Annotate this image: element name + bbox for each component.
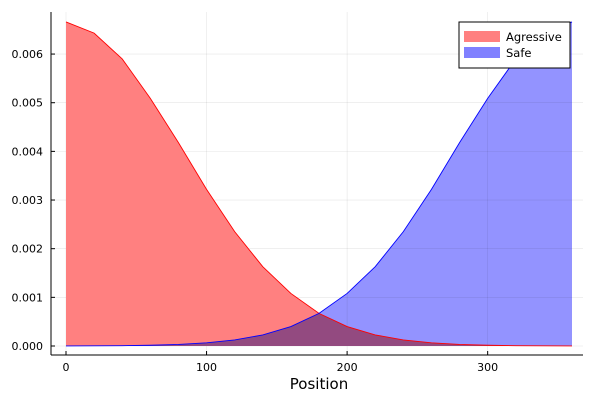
legend-swatch-agressive (464, 31, 500, 42)
x-tick-label: 100 (196, 361, 217, 374)
tick-labels: 0 100 200 300 0.000 0.001 0.002 0.003 0.004 0.005… (12, 48, 499, 374)
x-tick-label: 200 (337, 361, 358, 374)
legend-box (458, 21, 571, 69)
y-tick-label: 0.004 (12, 145, 44, 158)
x-axis-title: Position (290, 375, 348, 393)
axes (50, 12, 583, 356)
series-fills (66, 21, 572, 346)
y-tick-label: 0.002 (12, 243, 44, 256)
series-lines (65, 21, 573, 347)
y-tick-label: 0.006 (12, 48, 44, 61)
y-tick-label: 0.001 (12, 291, 44, 304)
series-area-safe (66, 21, 572, 346)
x-tick-label: 0 (63, 361, 70, 374)
y-tick-label: 0.005 (12, 97, 44, 110)
legend: Agressive Safe (458, 21, 571, 69)
x-tick-label: 300 (477, 361, 498, 374)
y-tick-label: 0.003 (12, 194, 44, 207)
series-line-safe (65, 21, 573, 347)
y-tick-label: 0.000 (12, 340, 44, 353)
legend-label-agressive: Agressive (506, 30, 562, 44)
series-area-agressive (66, 21, 572, 346)
legend-swatch-safe (464, 47, 500, 58)
legend-label-safe: Safe (506, 46, 531, 60)
